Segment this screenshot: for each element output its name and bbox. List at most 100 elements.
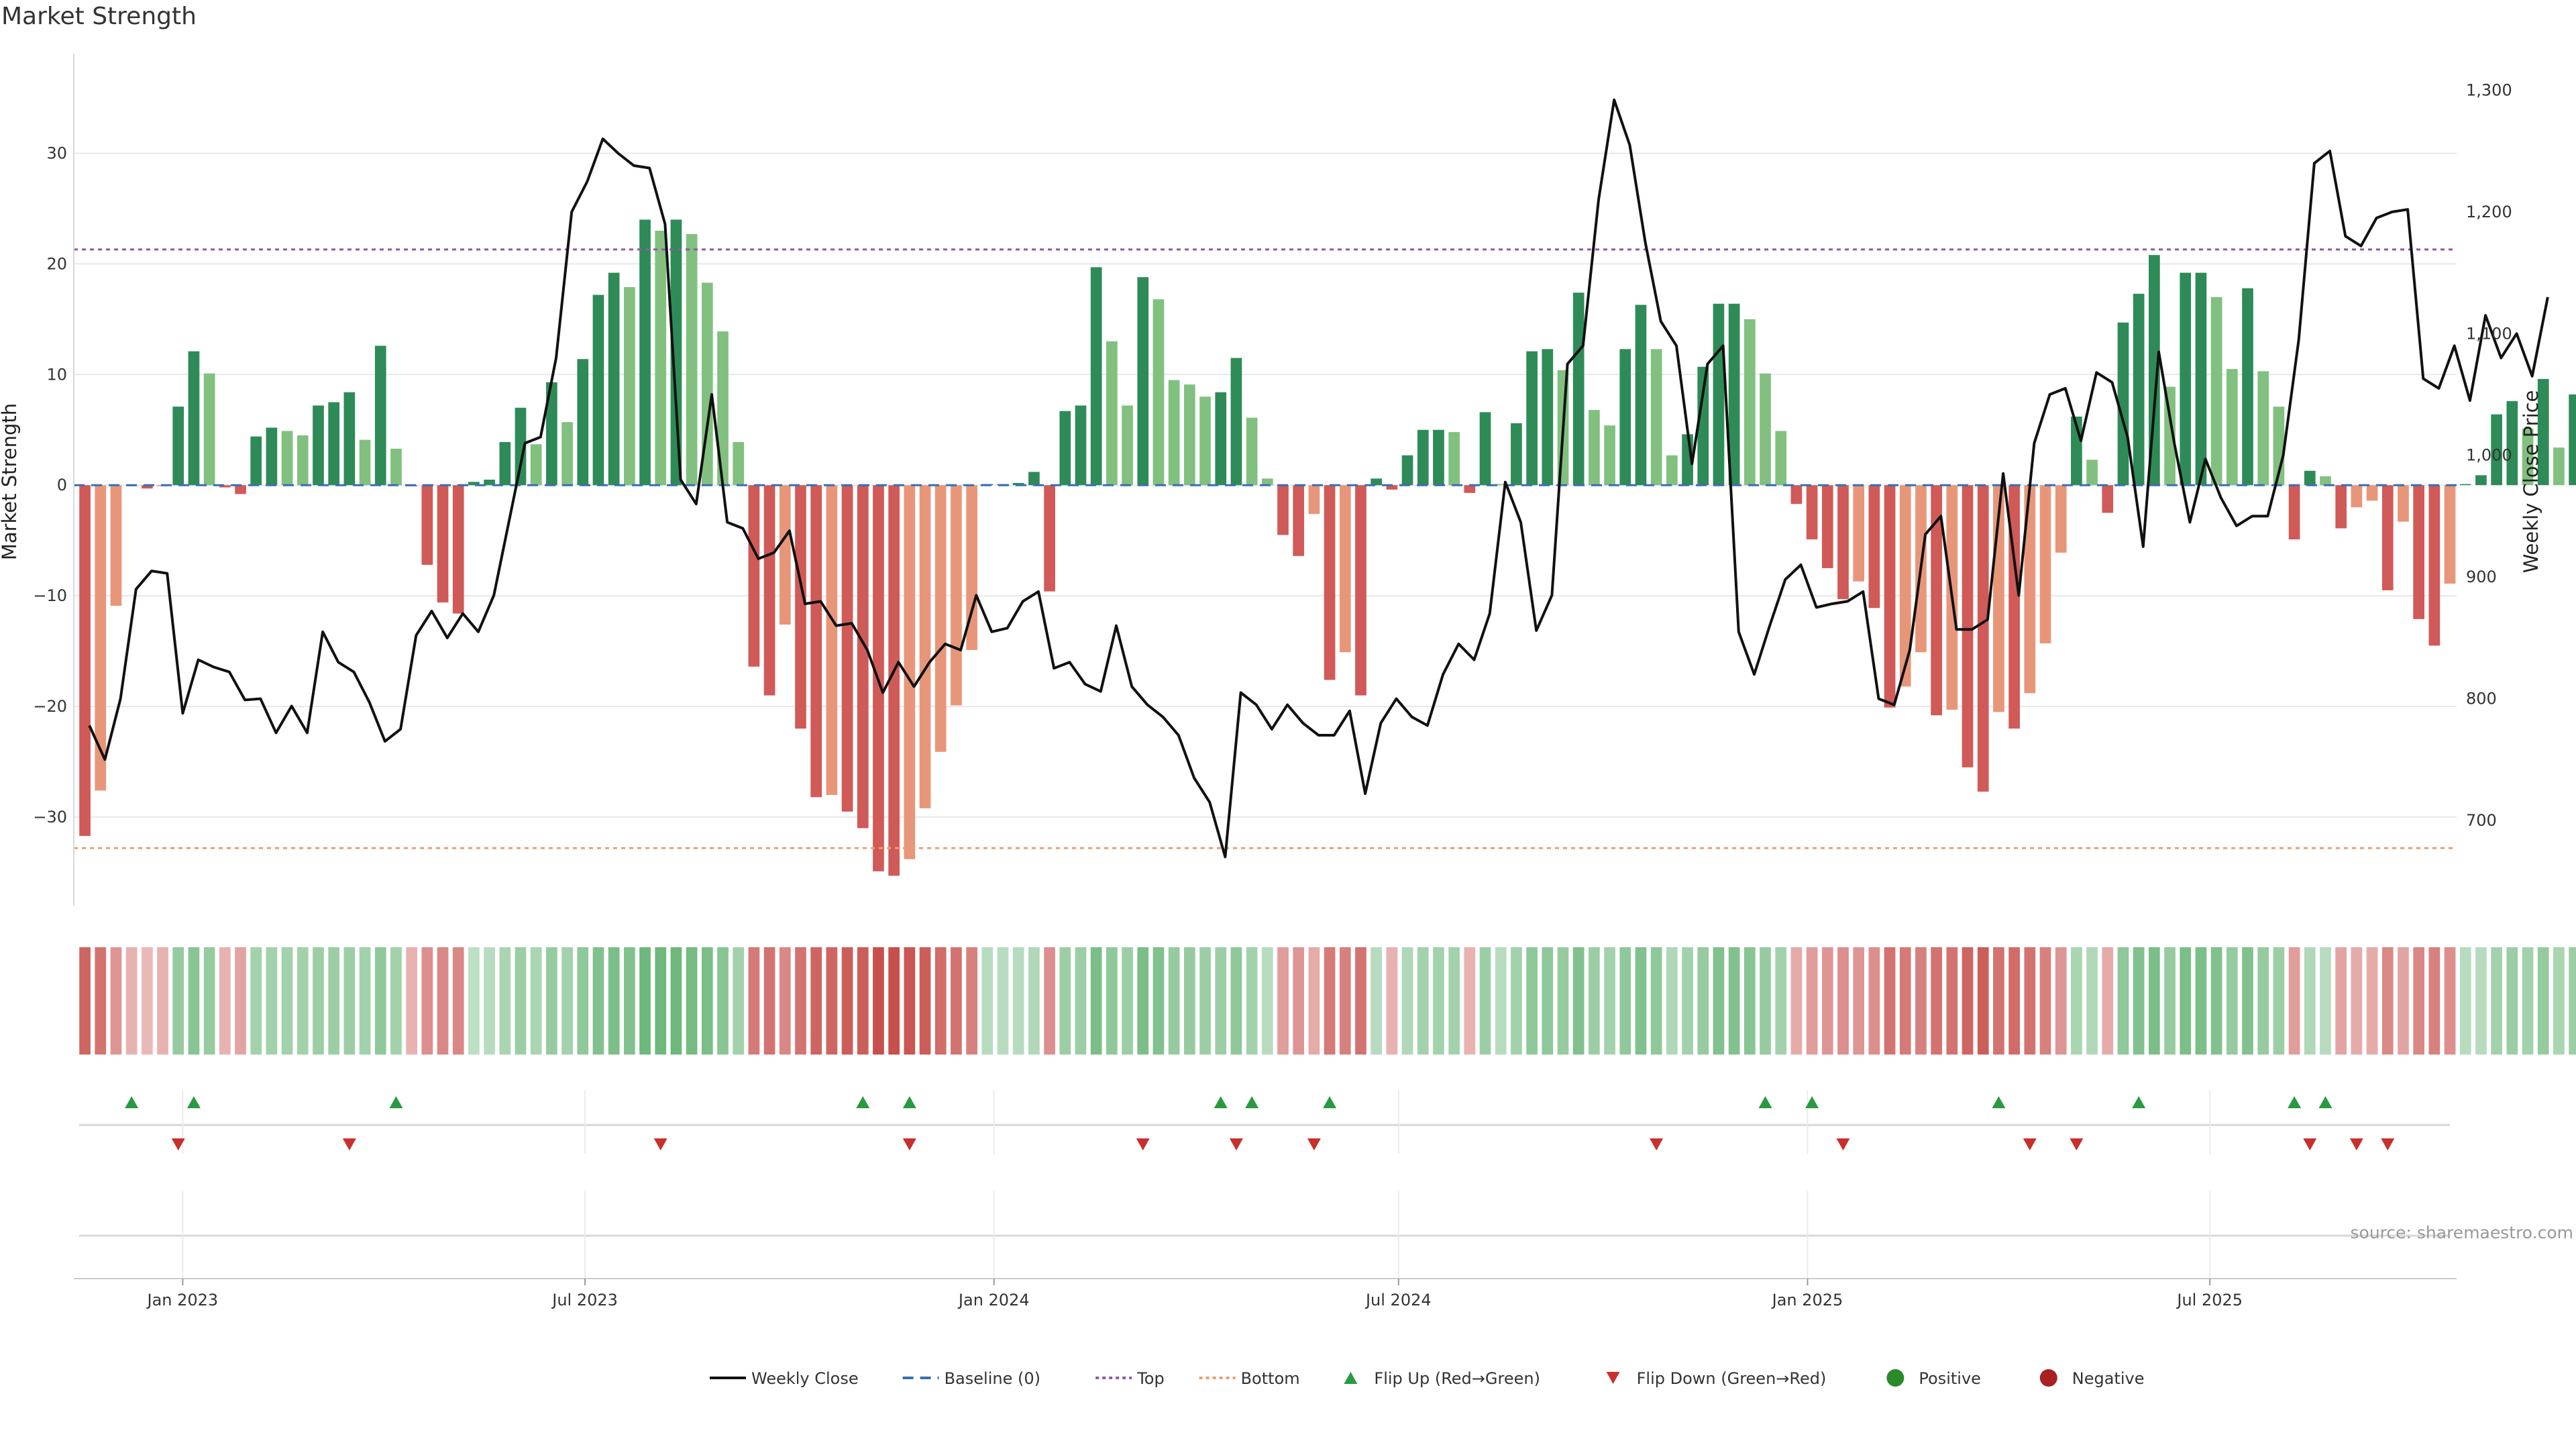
heat-cell (374, 947, 386, 1055)
heat-cell (1837, 947, 1849, 1055)
strength-bar (2039, 485, 2051, 644)
strength-bar (1075, 405, 1087, 486)
heat-cell (1760, 947, 1771, 1055)
legend-label: Baseline (0) (945, 1369, 1040, 1388)
y2-tick-label: 800 (2466, 690, 2497, 708)
heat-cell (1355, 947, 1366, 1055)
heat-cell (484, 947, 495, 1055)
heat-cell (1152, 947, 1165, 1055)
flip-down-marker (2349, 1138, 2363, 1150)
strength-bar (2226, 369, 2238, 486)
strength-bar (437, 485, 449, 603)
strength-bar (203, 373, 215, 486)
strength-bar (1137, 277, 1149, 486)
strength-bar (1152, 299, 1165, 486)
heat-cell (1246, 947, 1258, 1055)
heat-cell (343, 947, 356, 1055)
legend-item: Bottom (1199, 1369, 1300, 1388)
strength-bar (2195, 272, 2207, 486)
flip-down-marker (2381, 1138, 2395, 1150)
strength-bar (374, 345, 386, 486)
reference-lines (74, 248, 2457, 849)
heat-cell (2569, 947, 2576, 1055)
strength-bar (1604, 425, 1615, 486)
strength-bar (1790, 485, 1803, 504)
heat-cell (1495, 947, 1507, 1055)
strength-bar (1246, 417, 1258, 486)
heat-cell (904, 947, 916, 1055)
strength-bar (1697, 366, 1709, 486)
y-axis-label: Market Strength (0, 403, 21, 560)
heat-cell (608, 947, 620, 1055)
heat-cell (2008, 947, 2020, 1055)
strength-bar (951, 485, 962, 706)
heat-cell (1059, 947, 1071, 1055)
legend-item: Negative (2039, 1369, 2145, 1388)
heat-cell (546, 947, 557, 1055)
legend: Weekly Close Baseline (0) Top Bottom Flip Up… (710, 1369, 2145, 1388)
heat-cell (95, 947, 107, 1055)
heat-cell (1682, 947, 1693, 1055)
strength-bar (655, 230, 667, 486)
heat-cell (670, 947, 682, 1055)
strength-bar (2180, 272, 2192, 486)
heat-cell (763, 947, 775, 1055)
heat-cell (1106, 947, 1118, 1055)
strength-bar (2242, 288, 2253, 486)
y2-tick-label: 900 (2466, 568, 2497, 586)
strength-bar (733, 441, 745, 486)
strength-bar (484, 480, 495, 486)
chart-title: Market Strength (1, 3, 197, 30)
strength-bar (2210, 297, 2222, 486)
strength-bar (795, 485, 806, 729)
heat-cell (841, 947, 853, 1055)
flip-up-marker (1245, 1096, 1259, 1108)
heat-cell (1666, 947, 1678, 1055)
heat-cell (2273, 947, 2285, 1055)
strength-bar (1012, 482, 1024, 486)
heat-cell (981, 947, 994, 1055)
strength-bar (2055, 485, 2067, 553)
heat-cell (966, 947, 977, 1055)
strength-bar (2398, 485, 2409, 522)
heat-cell (934, 947, 947, 1055)
strength-bar (826, 485, 838, 796)
heat-cell (1261, 947, 1273, 1055)
heat-cell (1806, 947, 1818, 1055)
source-note: source: sharemaestro.com (2351, 1223, 2574, 1242)
strength-bar (468, 482, 480, 486)
heat-cell (2351, 947, 2363, 1055)
heat-cell (2024, 947, 2036, 1055)
strength-bar (390, 448, 402, 486)
heat-cell (2102, 947, 2114, 1055)
strength-bar (2335, 485, 2347, 529)
strength-bar (2491, 414, 2502, 486)
heat-cell (2491, 947, 2502, 1055)
strength-bar (2102, 485, 2114, 513)
heat-cell (2117, 947, 2129, 1055)
y-tick-label: −10 (33, 586, 67, 605)
x-tick-label: Jan 2024 (957, 1291, 1030, 1309)
heat-cell (873, 947, 884, 1055)
strength-bar (1215, 392, 1227, 486)
strength-bar (343, 392, 356, 486)
strength-bar (2428, 485, 2440, 646)
strength-bar (779, 485, 791, 625)
heat-cell (1137, 947, 1149, 1055)
legend-item: Flip Up (Red→Green) (1344, 1369, 1540, 1388)
strength-bar (1837, 485, 1849, 600)
heat-cell (1743, 947, 1756, 1055)
x-tick-label: Jul 2025 (2176, 1291, 2243, 1309)
heat-cell (748, 947, 760, 1055)
flip-down-marker (342, 1138, 356, 1150)
strength-bar (748, 485, 760, 667)
strength-bar (2413, 485, 2425, 619)
flip-down-marker (1307, 1138, 1321, 1150)
flip-down-marker (2023, 1138, 2037, 1150)
heat-cell (437, 947, 449, 1055)
strength-bar (1806, 485, 1818, 540)
heat-cell (919, 947, 931, 1055)
flip-up-marker (902, 1096, 916, 1108)
strength-bar (1495, 484, 1507, 486)
heat-cell (1183, 947, 1195, 1055)
